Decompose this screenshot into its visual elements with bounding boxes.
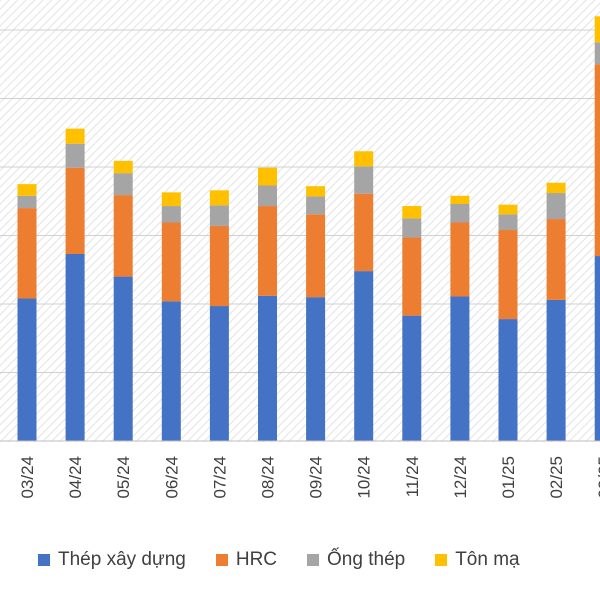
x-tick-label: 01/25 bbox=[499, 456, 518, 499]
bar-06-24-series-3 bbox=[161, 192, 181, 207]
bar-12-24-series-1 bbox=[450, 222, 470, 297]
x-tick-label: 11/24 bbox=[403, 456, 422, 497]
bar-09-24-series-2 bbox=[306, 196, 326, 215]
bar-12-24-series-3 bbox=[450, 195, 470, 204]
gridlines bbox=[0, 29, 600, 373]
bar-11-24-series-1 bbox=[402, 237, 422, 316]
bar-08-24-series-2 bbox=[258, 185, 277, 207]
x-tick-label: 04/24 bbox=[66, 456, 85, 499]
bar-04-24-series-1 bbox=[65, 167, 85, 254]
x-tick-label: 02/25 bbox=[547, 456, 566, 499]
bar-08-24-series-0 bbox=[258, 295, 277, 441]
bar-11-24-series-3 bbox=[402, 206, 422, 219]
legend-swatch bbox=[38, 554, 50, 566]
bar-01-25-series-1 bbox=[498, 230, 518, 320]
bar-06-24-series-1 bbox=[161, 222, 181, 302]
bar-02-25-series-0 bbox=[546, 299, 566, 441]
legend-label: HRC bbox=[235, 549, 278, 570]
bar-09-24-series-1 bbox=[306, 214, 326, 298]
legend-label: Ống thép bbox=[327, 549, 406, 570]
bar-02-25-series-2 bbox=[546, 193, 566, 220]
bar-10-24-series-3 bbox=[354, 151, 374, 167]
bar-05-24-series-0 bbox=[113, 276, 133, 441]
legend-item-3: Tôn mạ bbox=[435, 549, 520, 571]
bar-01-25-series-2 bbox=[498, 214, 518, 231]
bar-03-25-series-0 bbox=[594, 256, 600, 441]
bar-11-24-series-0 bbox=[402, 315, 422, 441]
bar-03-25-series-2 bbox=[594, 42, 600, 65]
bar-01-25-series-3 bbox=[498, 204, 518, 215]
bars bbox=[17, 16, 600, 441]
x-tick-label: 06/24 bbox=[162, 456, 181, 499]
bar-09-24-series-3 bbox=[306, 186, 326, 197]
x-tick-label: 12/24 bbox=[451, 456, 470, 499]
legend: Thép xây dựng HRC Ống thép Tôn mạ bbox=[38, 544, 520, 576]
bar-10-24-series-1 bbox=[354, 193, 374, 272]
bar-07-24-series-3 bbox=[209, 190, 229, 206]
legend-label: Thép xây dựng bbox=[58, 549, 186, 570]
bar-05-24-series-3 bbox=[113, 160, 133, 174]
bar-09-24-series-0 bbox=[306, 297, 326, 441]
bar-03-24-series-0 bbox=[17, 298, 37, 441]
legend-item-1: HRC bbox=[215, 549, 278, 571]
legend-swatch bbox=[307, 554, 320, 566]
bar-11-24-series-2 bbox=[402, 218, 422, 238]
x-tick-labels: 03/24 04/24 05/24 06/24 07/24 08/24 09/24 10/24… bbox=[18, 456, 600, 499]
bar-12-24-series-0 bbox=[450, 296, 470, 441]
bar-06-24-series-0 bbox=[161, 301, 181, 441]
bar-08-24-series-1 bbox=[258, 206, 277, 296]
legend-item-0: Thép xây dựng bbox=[38, 549, 186, 571]
x-tick-label: 05/24 bbox=[114, 456, 133, 499]
bar-07-24-series-0 bbox=[209, 306, 229, 441]
x-tick-label: 10/24 bbox=[355, 456, 374, 499]
legend-label: Tôn mạ bbox=[455, 549, 520, 570]
x-tick-label: 08/24 bbox=[259, 456, 278, 499]
bar-03-24-series-1 bbox=[17, 208, 37, 299]
bar-07-24-series-1 bbox=[209, 225, 229, 307]
bar-04-24-series-0 bbox=[65, 253, 85, 441]
bar-03-24-series-2 bbox=[17, 195, 37, 209]
bar-01-25-series-0 bbox=[498, 319, 518, 441]
x-tick-label: 03/25 bbox=[595, 456, 600, 499]
bar-12-24-series-2 bbox=[450, 203, 470, 223]
legend-item-2: Ống thép bbox=[307, 549, 405, 571]
legend-swatch bbox=[215, 554, 228, 566]
bar-03-25-series-1 bbox=[594, 64, 600, 257]
bar-02-25-series-3 bbox=[546, 182, 566, 194]
x-tick-label: 09/24 bbox=[307, 456, 326, 499]
bar-03-25-series-3 bbox=[594, 16, 600, 43]
bar-06-24-series-2 bbox=[161, 206, 181, 223]
bar-02-25-series-1 bbox=[546, 219, 566, 300]
bar-10-24-series-0 bbox=[354, 271, 374, 441]
x-tick-label: 07/24 bbox=[210, 456, 229, 499]
bar-08-24-series-3 bbox=[258, 167, 277, 186]
x-tick-label: 03/24 bbox=[18, 456, 37, 499]
legend-swatch bbox=[435, 554, 448, 566]
bar-07-24-series-2 bbox=[209, 205, 229, 226]
bar-04-24-series-3 bbox=[65, 128, 85, 144]
bar-10-24-series-2 bbox=[354, 166, 374, 194]
bar-05-24-series-2 bbox=[113, 173, 133, 196]
bar-03-24-series-3 bbox=[17, 184, 37, 196]
bar-05-24-series-1 bbox=[113, 195, 133, 277]
bar-04-24-series-2 bbox=[65, 143, 85, 168]
